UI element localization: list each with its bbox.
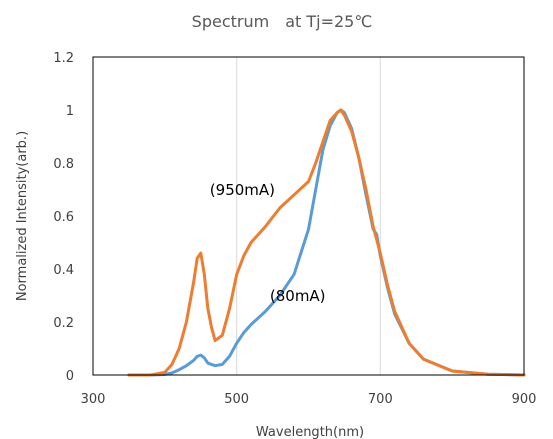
y-tick-label: 0.4 (53, 263, 74, 278)
y-axis-label: Normalized Intensity(arb.) (15, 131, 30, 301)
x-tick-label: 500 (224, 392, 249, 407)
plot-frame (92, 56, 525, 376)
y-tick-label: 0.8 (53, 157, 74, 172)
series-line-2 (127, 108, 526, 377)
x-tick-label: 900 (512, 392, 537, 407)
y-tick-labels: 0 0.2 0.4 0.6 0.8 1 1.2 (53, 51, 74, 384)
x-axis-label: Wavelength(nm) (256, 425, 364, 439)
x-tick-labels: 300 500 700 900 (81, 392, 537, 407)
y-tick-label: 0 (66, 369, 74, 384)
annotation-label: (80mA) (270, 287, 326, 305)
series-line-1 (127, 108, 526, 377)
y-tick-label: 0.2 (53, 316, 74, 331)
series-group (127, 108, 526, 377)
y-tick-label: 1 (66, 104, 74, 119)
gridlines (236, 57, 381, 375)
annotation-label: (950mA) (210, 181, 275, 199)
x-tick-label: 300 (81, 392, 106, 407)
annotations: (950mA) (80mA) (210, 181, 326, 305)
y-tick-label: 0.6 (53, 210, 74, 225)
chart-title: Spectrum at Tj=25℃ (192, 12, 373, 31)
x-tick-label: 700 (368, 392, 393, 407)
y-tick-label: 1.2 (53, 51, 74, 66)
